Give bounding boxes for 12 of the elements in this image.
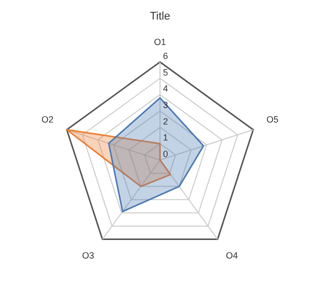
spoke-label: O1 [154, 37, 166, 48]
y-tick-label: 0 [163, 148, 168, 159]
spoke-label: O3 [82, 250, 94, 260]
y-tick-label: 6 [163, 50, 168, 61]
y-tick-label: 4 [163, 84, 168, 94]
y-tick-label: 5 [163, 67, 168, 78]
chart-title: Title [150, 10, 170, 23]
spoke-label: O4 [226, 250, 238, 260]
y-tick-label: 2 [163, 116, 168, 126]
y-tick-label: 1 [163, 132, 168, 143]
spoke-label: O2 [41, 114, 54, 124]
spoke-label: O5 [266, 114, 279, 124]
